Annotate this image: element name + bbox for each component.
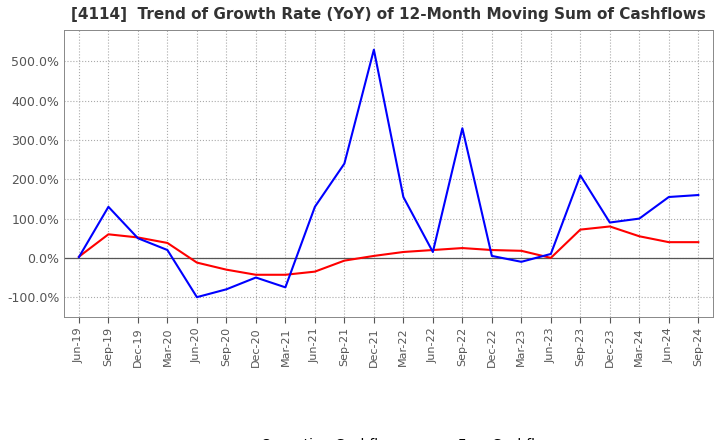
Free Cashflow: [546, 251, 555, 257]
Free Cashflow: [192, 294, 201, 300]
Operating Cashflow: [546, 255, 555, 260]
Operating Cashflow: [487, 247, 496, 253]
Operating Cashflow: [576, 227, 585, 232]
Free Cashflow: [281, 285, 289, 290]
Operating Cashflow: [340, 258, 348, 263]
Free Cashflow: [134, 235, 143, 241]
Operating Cashflow: [75, 254, 84, 259]
Free Cashflow: [104, 204, 113, 209]
Free Cashflow: [517, 259, 526, 264]
Line: Free Cashflow: Free Cashflow: [79, 50, 698, 297]
Free Cashflow: [340, 161, 348, 166]
Free Cashflow: [458, 125, 467, 131]
Operating Cashflow: [369, 253, 378, 259]
Title: [4114]  Trend of Growth Rate (YoY) of 12-Month Moving Sum of Cashflows: [4114] Trend of Growth Rate (YoY) of 12-…: [71, 7, 706, 22]
Operating Cashflow: [310, 269, 319, 274]
Free Cashflow: [635, 216, 644, 221]
Free Cashflow: [576, 173, 585, 178]
Free Cashflow: [399, 194, 408, 200]
Free Cashflow: [163, 247, 172, 253]
Operating Cashflow: [606, 224, 614, 229]
Operating Cashflow: [163, 240, 172, 246]
Legend: Operating Cashflow, Free Cashflow: Operating Cashflow, Free Cashflow: [217, 433, 560, 440]
Free Cashflow: [222, 287, 230, 292]
Free Cashflow: [428, 249, 437, 255]
Free Cashflow: [606, 220, 614, 225]
Operating Cashflow: [428, 247, 437, 253]
Free Cashflow: [369, 47, 378, 52]
Operating Cashflow: [192, 260, 201, 265]
Operating Cashflow: [665, 239, 673, 245]
Operating Cashflow: [104, 232, 113, 237]
Operating Cashflow: [251, 272, 260, 277]
Line: Operating Cashflow: Operating Cashflow: [79, 227, 698, 275]
Operating Cashflow: [134, 235, 143, 240]
Operating Cashflow: [694, 239, 703, 245]
Free Cashflow: [75, 254, 84, 260]
Operating Cashflow: [281, 272, 289, 277]
Free Cashflow: [665, 194, 673, 200]
Free Cashflow: [310, 204, 319, 209]
Operating Cashflow: [399, 249, 408, 255]
Free Cashflow: [487, 253, 496, 259]
Free Cashflow: [251, 275, 260, 280]
Operating Cashflow: [458, 246, 467, 251]
Operating Cashflow: [517, 248, 526, 253]
Free Cashflow: [694, 192, 703, 198]
Operating Cashflow: [635, 234, 644, 239]
Operating Cashflow: [222, 267, 230, 272]
